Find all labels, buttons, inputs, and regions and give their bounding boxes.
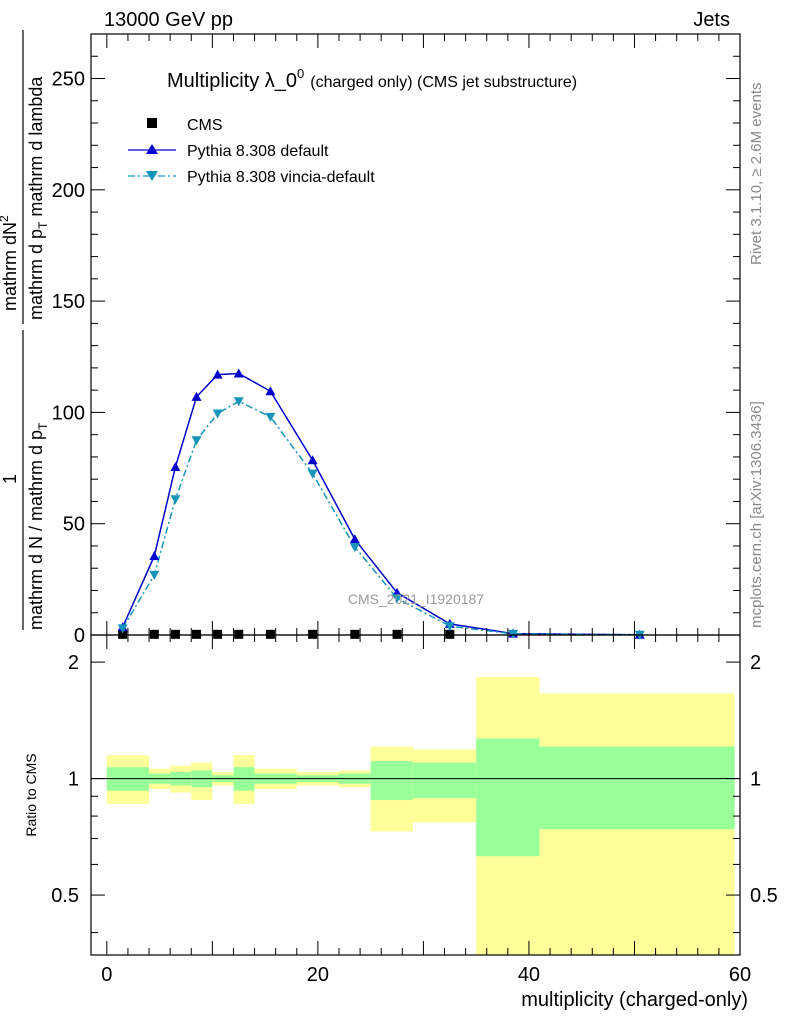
ratio-panel-frame — [90, 634, 741, 956]
data-point-cms — [308, 629, 318, 639]
svg-text:mathrm d pT mathrm d lambda: mathrm d pT mathrm d lambda — [26, 76, 50, 320]
data-point-vincia — [349, 543, 360, 553]
ratio-y-tick-label: 1 — [68, 769, 79, 791]
data-point-cms — [445, 629, 455, 639]
svg-text:mathrm d N / mathrm d pT: mathrm d N / mathrm d pT — [26, 422, 50, 630]
legend-label-vincia: Pythia 8.308 vincia-default — [187, 169, 375, 186]
analysis-watermark: CMS_2021_I1920187 — [348, 591, 484, 607]
data-point-cms — [149, 629, 159, 639]
data-point-cms — [392, 629, 402, 639]
ratio-bands — [106, 677, 735, 955]
y-tick-label: 200 — [52, 180, 85, 202]
legend-marker-default — [146, 144, 158, 154]
data-point-vincia — [149, 570, 160, 580]
data-point-vincia — [444, 622, 455, 632]
main-axis-ticks: 0 50 100 150 200 250 — [52, 34, 741, 647]
x-axis-label: multiplicity (charged-only) — [521, 989, 748, 1011]
x-tick-label: 20 — [307, 964, 329, 986]
data-point-default — [212, 369, 223, 379]
header-left: 13000 GeV pp — [104, 9, 233, 31]
data-point-default — [233, 368, 244, 378]
data-point-vincia — [307, 469, 318, 479]
data-point-default — [265, 386, 276, 396]
y-tick-label: 0 — [74, 625, 85, 647]
data-point-cms — [170, 629, 180, 639]
data-point-cms — [213, 629, 223, 639]
x-tick-label: 0 — [101, 964, 112, 986]
y-tick-label: 100 — [52, 402, 85, 424]
legend-label-cms: CMS — [187, 117, 223, 134]
data-point-vincia — [392, 594, 403, 604]
ratio-axis-ticks: 0 20 40 60 0.5 0.5 1 1 2 2 — [51, 635, 778, 986]
ratio-y-tick-label-right: 0.5 — [750, 885, 778, 907]
svg-text:mathrm dN2: mathrm dN2 — [0, 215, 20, 311]
data-point-default — [307, 455, 318, 465]
ratio-y-tick-label-right: 2 — [750, 652, 761, 674]
main-y-axis-label: 1 mathrm d N / mathrm d pT mathrm dN2 ma… — [0, 30, 50, 630]
data-point-cms — [234, 629, 244, 639]
ratio-y-tick-label-right: 1 — [750, 769, 761, 791]
data-point-vincia — [170, 495, 181, 505]
ratio-y-tick-label: 0.5 — [51, 885, 79, 907]
data-point-vincia — [265, 412, 276, 422]
data-point-default — [191, 391, 202, 401]
data-point-vincia — [508, 629, 519, 639]
data-point-vincia — [233, 397, 244, 407]
x-tick-label: 60 — [729, 964, 751, 986]
x-tick-label: 40 — [518, 964, 540, 986]
chart-title: Multiplicity λ_00(charged only) (CMS jet… — [167, 66, 577, 92]
ratio-band-inner — [412, 762, 477, 799]
data-point-default — [170, 461, 181, 471]
data-point-cms — [265, 629, 275, 639]
ratio-y-axis-label: Ratio to CMS — [23, 753, 39, 836]
data-point-default — [149, 550, 160, 560]
data-point-vincia — [117, 624, 128, 634]
legend-marker-cms — [147, 118, 157, 128]
y-tick-label: 50 — [63, 514, 85, 536]
legend: CMS Pythia 8.308 default Pythia 8.308 vi… — [128, 117, 375, 186]
legend-label-default: Pythia 8.308 default — [187, 143, 329, 160]
ratio-band-inner — [370, 761, 413, 801]
header-right: Jets — [693, 9, 730, 31]
ratio-y-tick-label: 2 — [68, 652, 79, 674]
data-point-vincia — [191, 436, 202, 446]
svg-text:1: 1 — [0, 474, 20, 484]
data-point-cms — [118, 629, 128, 639]
rivet-side-label: Rivet 3.1.10, ≥ 2.6M events — [748, 83, 765, 266]
y-tick-label: 250 — [52, 69, 85, 91]
legend-marker-vincia — [146, 171, 158, 181]
mcplots-side-label: mcplots.cern.ch [arXiv:1306.3436] — [748, 401, 765, 628]
data-point-default — [349, 534, 360, 544]
data-point-vincia — [212, 409, 223, 419]
main-series-markers — [117, 368, 645, 640]
data-point-cms — [350, 629, 360, 639]
data-point-cms — [192, 629, 202, 639]
y-tick-label: 150 — [52, 291, 85, 313]
ratio-band-inner — [539, 746, 735, 830]
ratio-band-inner — [476, 738, 540, 857]
